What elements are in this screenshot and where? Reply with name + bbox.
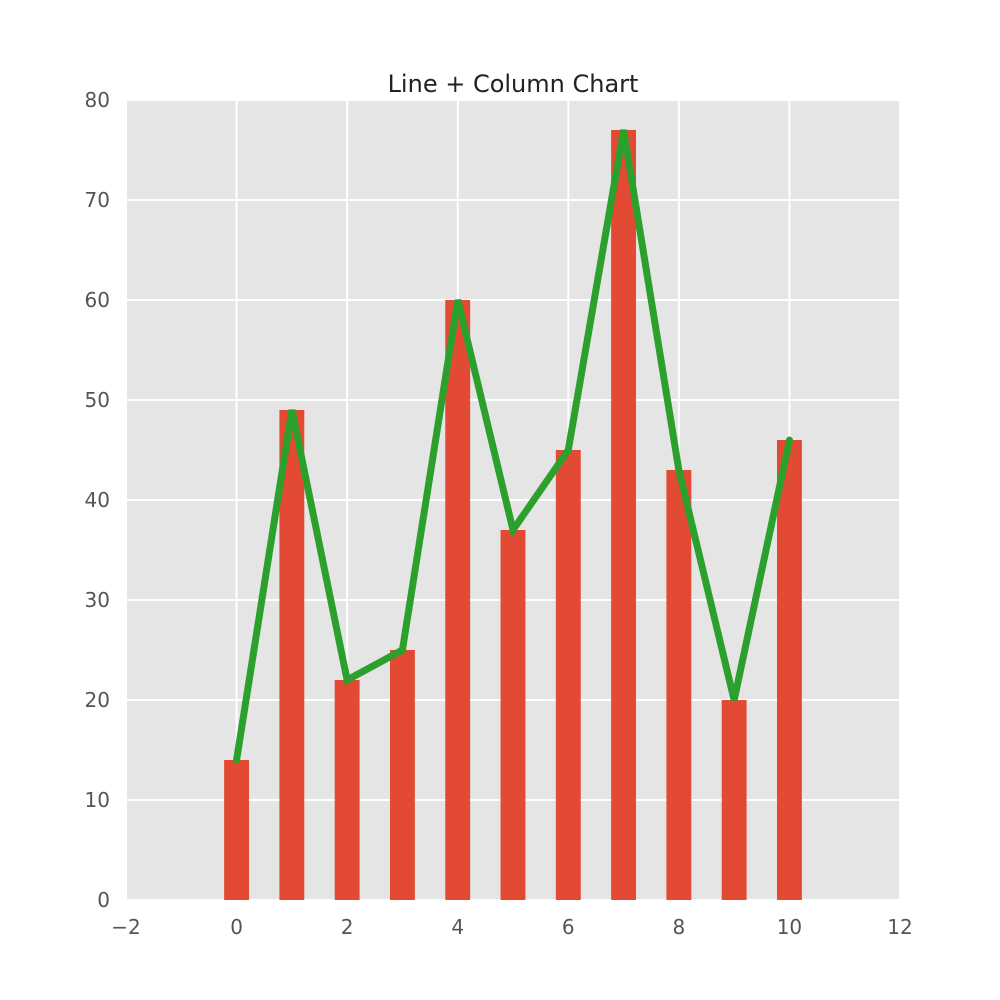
y-axis-ticks: 0 10 20 30 40 50 60 70 80 <box>85 88 110 912</box>
y-tick-label: 10 <box>85 788 110 812</box>
bar <box>334 680 360 900</box>
bar <box>611 130 637 900</box>
y-tick-label: 30 <box>85 588 110 612</box>
bar <box>224 760 250 900</box>
y-tick-label: 0 <box>97 888 110 912</box>
x-tick-label: 8 <box>672 915 685 939</box>
y-tick-label: 40 <box>85 488 110 512</box>
bar <box>279 410 305 900</box>
x-axis-ticks: −2 0 2 4 6 8 10 12 <box>111 915 912 939</box>
bar <box>445 300 471 900</box>
line-series <box>233 129 793 764</box>
bar <box>721 700 747 900</box>
y-tick-label: 50 <box>85 388 110 412</box>
bar-series <box>224 130 802 900</box>
bar <box>666 470 692 900</box>
x-tick-label: 2 <box>341 915 354 939</box>
series-line <box>233 129 793 764</box>
x-tick-label: 10 <box>777 915 802 939</box>
bar <box>555 450 581 900</box>
x-tick-label: 4 <box>451 915 464 939</box>
bar <box>776 440 802 900</box>
bar <box>500 530 526 900</box>
chart-title: Line + Column Chart <box>388 70 639 98</box>
y-tick-label: 20 <box>85 688 110 712</box>
x-tick-label: 12 <box>887 915 912 939</box>
y-tick-label: 80 <box>85 88 110 112</box>
y-tick-label: 60 <box>85 288 110 312</box>
x-tick-label: 6 <box>562 915 575 939</box>
x-tick-label: 0 <box>230 915 243 939</box>
y-tick-label: 70 <box>85 188 110 212</box>
bar <box>389 650 415 900</box>
x-tick-label: −2 <box>111 915 140 939</box>
